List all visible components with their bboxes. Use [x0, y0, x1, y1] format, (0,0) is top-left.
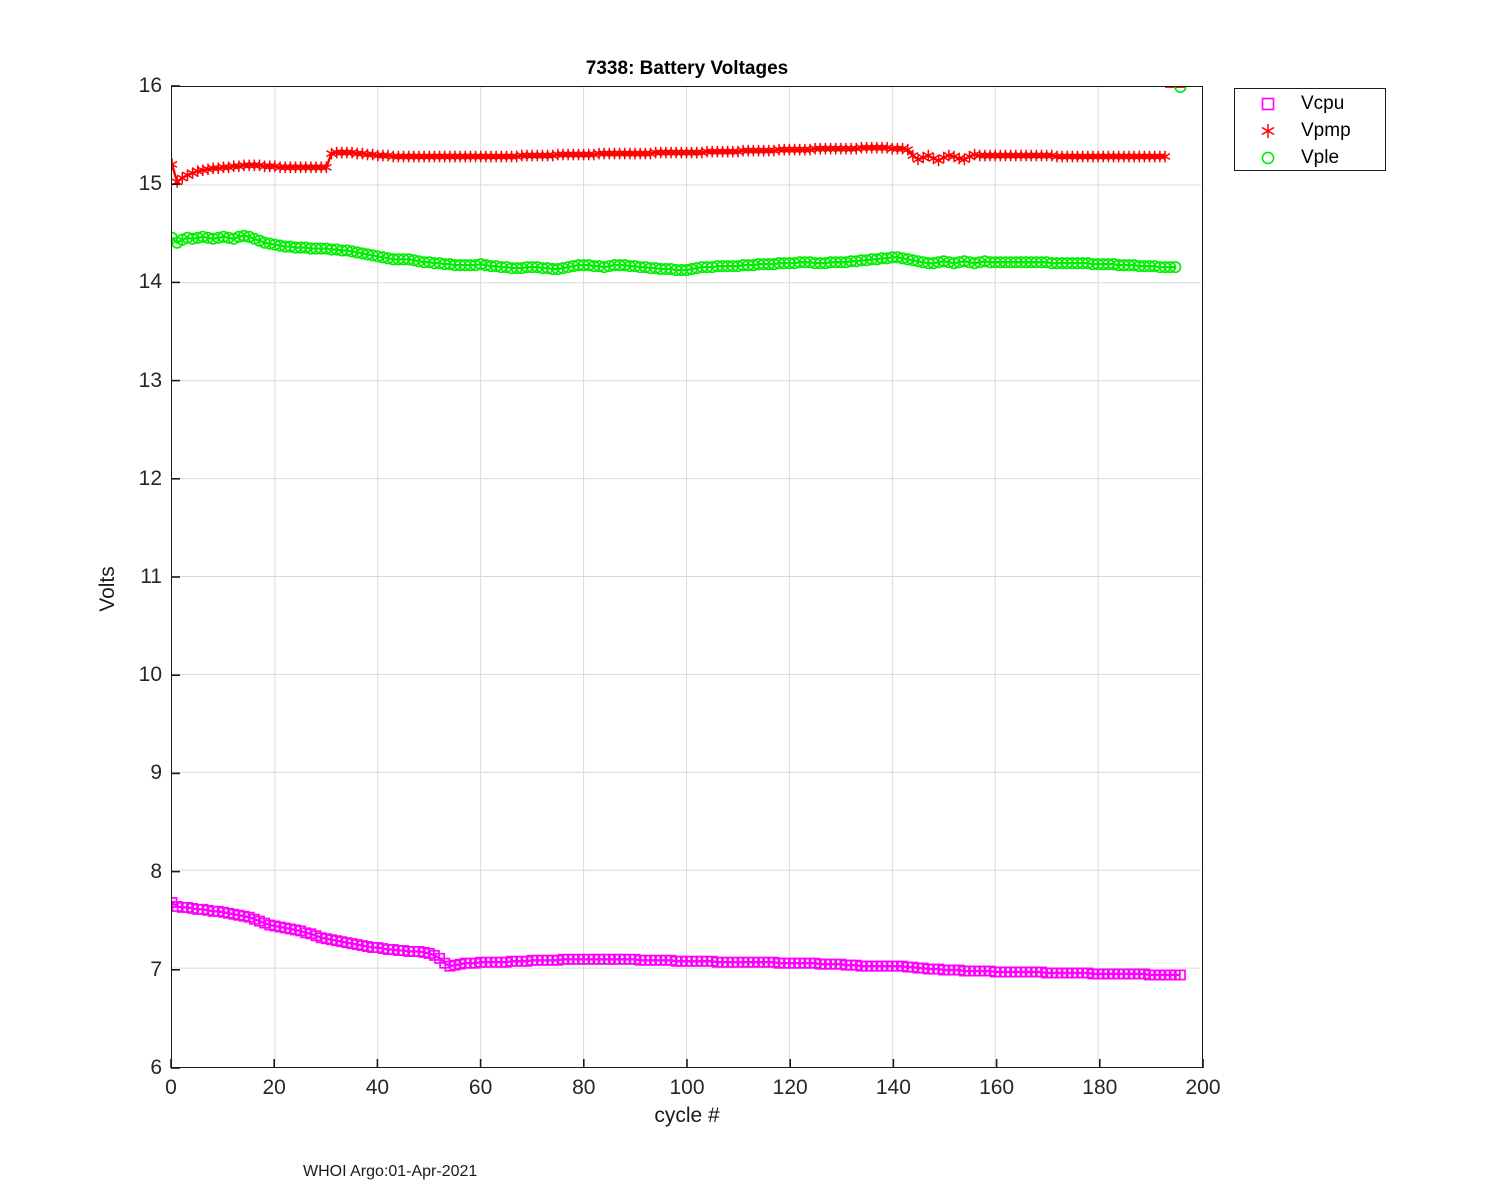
- y-tick-label: 14: [138, 270, 162, 294]
- legend-label-vple: Vple: [1301, 147, 1340, 168]
- plot-svg: [172, 87, 1201, 1066]
- series-line: [172, 234, 1176, 272]
- footer-note: WHOI Argo:01-Apr-2021: [303, 1163, 478, 1180]
- series-layer: [172, 87, 1187, 981]
- y-tick-label: 16: [138, 74, 162, 97]
- y-tick-label: 8: [150, 859, 162, 883]
- page-title: 7338: Battery Voltages: [585, 58, 789, 79]
- legend[interactable]: Vcpu Vpmp Vple: [1234, 88, 1386, 171]
- y-axis-label: Volts: [96, 566, 119, 612]
- y-tick-label: 7: [150, 957, 162, 981]
- x-tick-label: 160: [979, 1076, 1015, 1099]
- y-tick-label: 10: [138, 663, 162, 687]
- plot-area: [171, 86, 1203, 1068]
- square-marker-icon: [1235, 95, 1301, 113]
- x-tick-label: 40: [365, 1076, 390, 1099]
- legend-item-vple[interactable]: Vple: [1235, 144, 1387, 171]
- y-tick-label: 9: [150, 761, 162, 785]
- circle-marker-icon: [1235, 149, 1301, 167]
- x-tick-label: 80: [572, 1076, 596, 1099]
- x-tick-label: 100: [669, 1076, 705, 1099]
- x-tick-label: 180: [1082, 1076, 1118, 1099]
- y-tick-label: 12: [138, 466, 162, 490]
- x-axis-label: cycle #: [654, 1104, 720, 1127]
- y-tick-label: 6: [150, 1056, 162, 1079]
- series-vpmp: [172, 87, 1186, 188]
- x-tick-label: 140: [875, 1076, 911, 1099]
- legend-label-vcpu: Vcpu: [1301, 93, 1345, 114]
- gridlines: [172, 87, 1201, 1066]
- legend-item-vcpu[interactable]: Vcpu: [1235, 90, 1387, 117]
- y-tick-label: 11: [140, 565, 162, 588]
- legend-label-vpmp: Vpmp: [1301, 120, 1351, 141]
- x-tick-label: 60: [468, 1076, 493, 1099]
- y-tick-label: 15: [138, 172, 162, 196]
- y-tick-label: 13: [138, 368, 162, 392]
- series-vcpu: [172, 897, 1186, 981]
- x-tick-label: 0: [165, 1076, 177, 1099]
- x-tick-label: 120: [772, 1076, 808, 1099]
- series-vple: [172, 87, 1187, 277]
- asterisk-marker-icon: [1235, 122, 1301, 140]
- x-tick-label: 200: [1185, 1076, 1221, 1099]
- x-tick-label: 20: [262, 1076, 286, 1099]
- legend-item-vpmp[interactable]: Vpmp: [1235, 117, 1387, 144]
